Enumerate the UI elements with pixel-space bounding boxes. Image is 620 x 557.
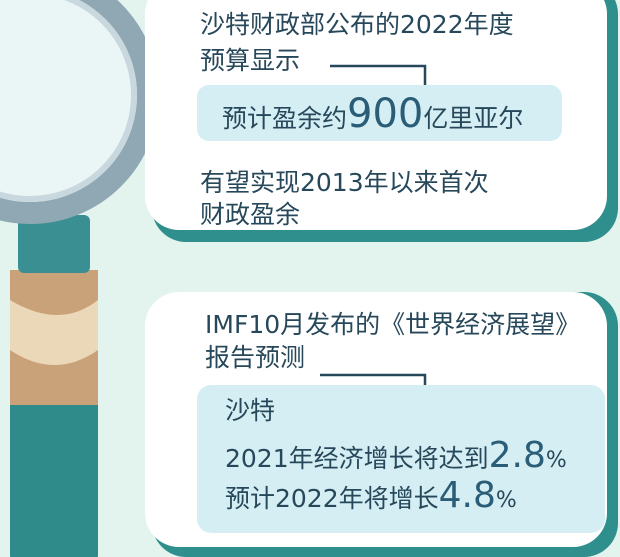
handle-base	[10, 395, 98, 557]
text: 有望实现2013年以来首次	[200, 168, 489, 197]
text: 预计2022年将增长	[225, 484, 439, 513]
highlight-text: 预计盈余约900亿里亚尔	[222, 94, 523, 134]
text: IMF10月发布的《世界经济展望》	[205, 310, 581, 339]
text: 2021年经济增长将达到	[225, 444, 489, 473]
text: 预算显示	[200, 46, 301, 75]
row: 2021年经济增长将达到2.8%	[225, 438, 567, 474]
lens-ring	[0, 0, 159, 224]
handle-ribbon	[10, 300, 98, 365]
lens-inner	[0, 0, 137, 202]
text: 沙特	[225, 396, 276, 425]
text: 亿里亚尔	[423, 104, 524, 133]
unit: %	[545, 448, 567, 473]
text: 报告预测	[205, 343, 306, 372]
connector	[320, 373, 427, 385]
handle-neck	[18, 215, 90, 273]
row: 预计2022年将增长4.8%	[225, 478, 517, 514]
highlight-box	[197, 85, 562, 141]
number: 2.8	[488, 435, 546, 476]
number: 4.8	[438, 475, 496, 516]
text: 预计盈余约	[222, 104, 348, 133]
text: 沙特财政部公布的2022年度	[200, 10, 514, 39]
unit: %	[495, 488, 517, 513]
text: 财政盈余	[200, 200, 301, 229]
connector	[330, 64, 427, 85]
number: 900	[347, 91, 424, 137]
highlight-box	[197, 385, 605, 533]
